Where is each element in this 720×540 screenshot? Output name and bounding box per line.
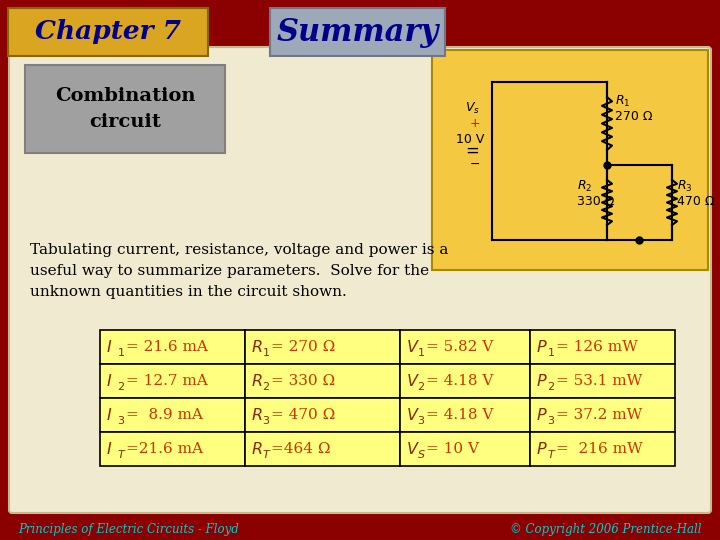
Text: = 4.18 V: = 4.18 V [426, 408, 493, 422]
Text: $\mathit{3}$: $\mathit{3}$ [547, 414, 555, 426]
Text: $\mathit{2}$: $\mathit{2}$ [547, 380, 555, 392]
Text: useful way to summarize parameters.  Solve for the: useful way to summarize parameters. Solv… [30, 264, 429, 278]
Bar [245, 364, 400, 398]
Text: $\mathit{T}$: $\mathit{T}$ [547, 448, 557, 460]
Text: $\mathit{1}$: $\mathit{1}$ [417, 346, 425, 358]
Text: Chapter 7: Chapter 7 [35, 19, 181, 44]
Text: $\mathit{2}$: $\mathit{2}$ [417, 380, 425, 392]
Text: 270 Ω: 270 Ω [615, 110, 652, 123]
Text: 330 Ω: 330 Ω [577, 195, 614, 208]
Text: $\mathit{1}$: $\mathit{1}$ [262, 346, 270, 358]
Text: = 37.2 mW: = 37.2 mW [556, 408, 642, 422]
Text: =  216 mW: = 216 mW [556, 442, 643, 456]
Text: =: = [465, 142, 479, 160]
Text: = 21.6 mA: = 21.6 mA [126, 340, 208, 354]
Bar [100, 364, 245, 398]
Text: $\mathit{T}$: $\mathit{T}$ [262, 448, 271, 460]
Text: $\mathit{I}$: $\mathit{I}$ [106, 407, 112, 423]
Text: $\mathit{V}$: $\mathit{V}$ [406, 339, 420, 355]
Bar [530, 364, 675, 398]
Text: 10 V: 10 V [456, 133, 484, 146]
Bar [100, 432, 245, 466]
Text: $\mathit{V}$: $\mathit{V}$ [406, 441, 420, 457]
Bar [400, 432, 530, 466]
Text: unknown quantities in the circuit shown.: unknown quantities in the circuit shown. [30, 285, 347, 299]
Text: = 330 Ω: = 330 Ω [271, 374, 335, 388]
Text: $\mathit{S}$: $\mathit{S}$ [417, 448, 426, 460]
Text: $\mathit{I}$: $\mathit{I}$ [106, 373, 112, 389]
Bar [245, 398, 400, 432]
Text: 470 Ω: 470 Ω [677, 195, 714, 208]
Text: $R_2$: $R_2$ [577, 179, 593, 194]
Text: $\mathit{3}$: $\mathit{3}$ [262, 414, 270, 426]
Text: Tabulating current, resistance, voltage and power is a: Tabulating current, resistance, voltage … [30, 243, 449, 257]
Text: $\mathit{R}$: $\mathit{R}$ [251, 339, 263, 355]
Text: =464 Ω: =464 Ω [271, 442, 330, 456]
Text: $\mathit{R}$: $\mathit{R}$ [251, 407, 263, 423]
Text: $\mathit{P}$: $\mathit{P}$ [536, 339, 548, 355]
Text: $\mathit{3}$: $\mathit{3}$ [417, 414, 425, 426]
Text: © Copyright 2006 Prentice-Hall: © Copyright 2006 Prentice-Hall [510, 523, 702, 537]
Text: $\mathit{V}$: $\mathit{V}$ [406, 373, 420, 389]
Bar [100, 398, 245, 432]
Bar [432, 50, 708, 270]
Text: $\mathit{P}$: $\mathit{P}$ [536, 441, 548, 457]
Bar [530, 432, 675, 466]
Text: $\mathit{V}$: $\mathit{V}$ [406, 407, 420, 423]
Text: $\mathit{2}$: $\mathit{2}$ [117, 380, 125, 392]
Text: +: + [469, 117, 480, 130]
Text: = 126 mW: = 126 mW [556, 340, 638, 354]
Bar [8, 8, 208, 56]
Text: $\mathit{2}$: $\mathit{2}$ [262, 380, 270, 392]
Text: =  8.9 mA: = 8.9 mA [126, 408, 203, 422]
Text: $R_3$: $R_3$ [677, 179, 693, 194]
FancyBboxPatch shape [9, 47, 711, 513]
Text: $V_s$: $V_s$ [464, 101, 480, 116]
Text: $\mathit{P}$: $\mathit{P}$ [536, 373, 548, 389]
Text: $\mathit{1}$: $\mathit{1}$ [117, 346, 125, 358]
Text: =21.6 mA: =21.6 mA [126, 442, 203, 456]
Text: = 53.1 mW: = 53.1 mW [556, 374, 642, 388]
Text: = 4.18 V: = 4.18 V [426, 374, 493, 388]
Text: = 270 Ω: = 270 Ω [271, 340, 336, 354]
Text: Combination
circuit: Combination circuit [55, 87, 195, 131]
Text: −: − [469, 158, 480, 171]
Text: = 10 V: = 10 V [426, 442, 479, 456]
Text: = 470 Ω: = 470 Ω [271, 408, 336, 422]
Bar [25, 65, 225, 153]
Text: $\mathit{P}$: $\mathit{P}$ [536, 407, 548, 423]
Text: $\mathit{I}$: $\mathit{I}$ [106, 441, 112, 457]
Bar [245, 432, 400, 466]
Text: $R_1$: $R_1$ [615, 94, 631, 109]
Bar [530, 330, 675, 364]
Bar [400, 398, 530, 432]
Text: $\mathit{3}$: $\mathit{3}$ [117, 414, 125, 426]
Bar [400, 330, 530, 364]
Bar [270, 8, 445, 56]
Text: $\mathit{R}$: $\mathit{R}$ [251, 441, 263, 457]
Text: Summary: Summary [276, 17, 438, 48]
Text: $\mathit{T}$: $\mathit{T}$ [117, 448, 127, 460]
Text: = 12.7 mA: = 12.7 mA [126, 374, 208, 388]
Text: $\mathit{1}$: $\mathit{1}$ [547, 346, 555, 358]
Text: = 5.82 V: = 5.82 V [426, 340, 493, 354]
Text: $\mathit{I}$: $\mathit{I}$ [106, 339, 112, 355]
Text: Principles of Electric Circuits - Floyd: Principles of Electric Circuits - Floyd [18, 523, 239, 537]
Text: $\mathit{R}$: $\mathit{R}$ [251, 373, 263, 389]
Bar [100, 330, 245, 364]
Bar [245, 330, 400, 364]
Bar [530, 398, 675, 432]
Bar [400, 364, 530, 398]
